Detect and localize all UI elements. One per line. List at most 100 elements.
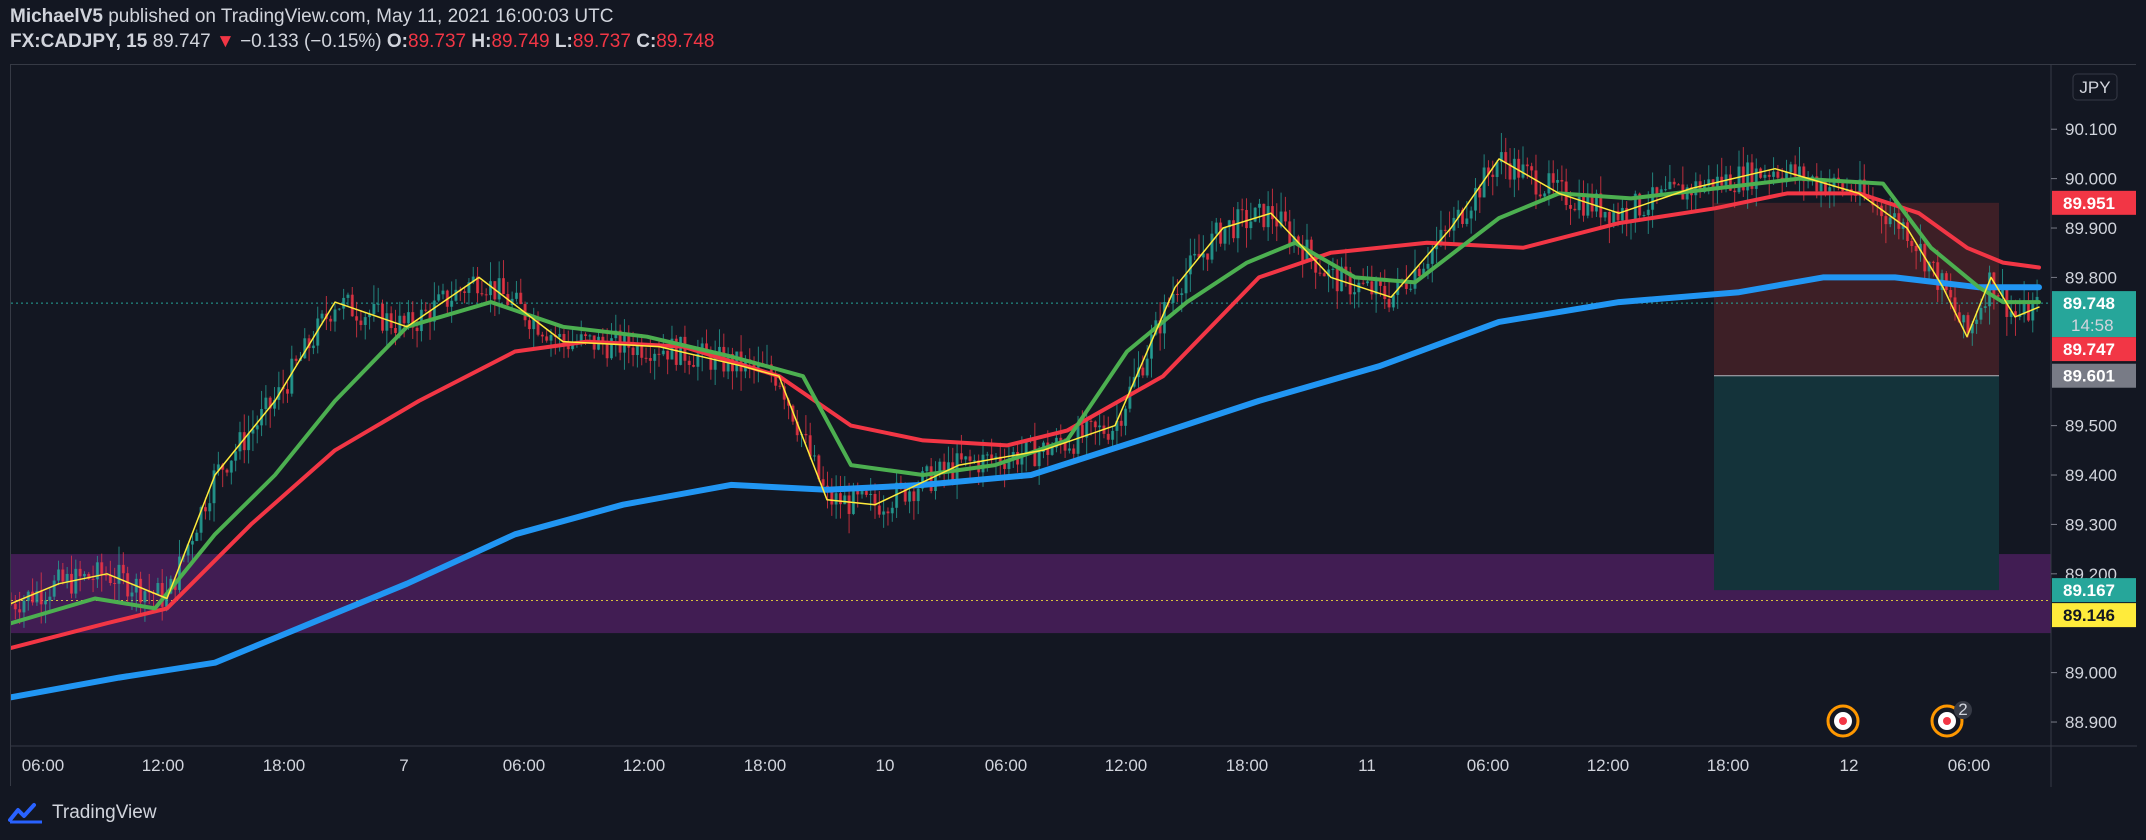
y-tick-label: 89.900 — [2065, 219, 2117, 238]
candle-body — [1594, 193, 1598, 212]
candle-body — [1525, 164, 1529, 167]
candle-body — [1141, 367, 1145, 376]
candle-body — [39, 590, 43, 605]
candle-body — [1374, 280, 1378, 295]
publisher-name[interactable]: MichaelV5 — [10, 6, 103, 27]
brand-name[interactable]: TradingView — [52, 802, 157, 823]
candle-body — [1370, 281, 1374, 295]
candle-body — [268, 397, 272, 409]
symbol-name[interactable]: FX:CADJPY, 15 — [10, 31, 148, 52]
candle-body — [91, 579, 95, 581]
price-chart[interactable]: 290.10090.00089.90089.80089.50089.40089.… — [11, 65, 2137, 787]
candle-body — [558, 333, 562, 337]
candle-body — [1573, 208, 1577, 211]
candle-body — [1819, 181, 1823, 192]
candle-body — [1905, 222, 1909, 241]
svg-text:JPY: JPY — [2079, 78, 2110, 97]
candle-body — [1249, 221, 1253, 229]
candle-body — [687, 360, 691, 365]
x-tick-label: 18:00 — [744, 756, 787, 775]
candle-body — [368, 314, 372, 318]
price-change: −0.133 (−0.15%) — [240, 31, 382, 52]
candle-body — [1499, 152, 1503, 163]
candle-body — [1223, 227, 1227, 244]
candle-body — [640, 342, 644, 358]
candle-body — [1737, 166, 1741, 193]
candle-body — [821, 479, 825, 486]
candle-body — [100, 562, 104, 576]
candle-body — [1586, 194, 1590, 216]
candle-body — [648, 358, 652, 361]
candle-body — [437, 294, 441, 301]
candle-body — [981, 454, 985, 473]
candle-body — [739, 351, 743, 372]
candle-body — [1677, 184, 1681, 186]
candle-body — [363, 317, 367, 325]
price-axis[interactable]: 90.100 90.000 89.900 89.800 89.500 89.400 89.3… — [2051, 120, 2117, 732]
candle-body — [925, 466, 929, 472]
x-tick-label: 06:00 — [1467, 756, 1510, 775]
candle-body — [1007, 459, 1011, 469]
candle-body — [18, 609, 22, 613]
candle-body — [1823, 181, 1827, 195]
candle-body — [471, 276, 475, 283]
candle-body — [1439, 229, 1443, 242]
candle-body — [1638, 193, 1642, 216]
candle-body — [1815, 176, 1819, 192]
candle-body — [285, 389, 289, 394]
candle-body — [1763, 174, 1767, 178]
candle-body — [696, 353, 700, 367]
candle-body — [1569, 205, 1573, 209]
candle-body — [1292, 236, 1296, 244]
candle-body — [635, 342, 639, 356]
candle-body — [57, 569, 61, 581]
candle-body — [1275, 219, 1279, 227]
chart-pane[interactable]: 2 90.100 90.000 89.900 89.800 89.500 89.400 89.… — [10, 64, 2137, 787]
candle-body — [527, 320, 531, 330]
candle-body — [1253, 207, 1257, 222]
y-tick-label: 90.000 — [2065, 170, 2117, 189]
low-label: L: — [554, 31, 573, 52]
candle-body — [886, 511, 890, 514]
candle-body — [1162, 302, 1166, 334]
candle-body — [467, 282, 471, 293]
candle-body — [1659, 189, 1663, 195]
candle-body — [1318, 272, 1322, 274]
candle-body — [1076, 424, 1080, 454]
candle-body — [1145, 358, 1149, 376]
price-tag-label: 89.748 — [2063, 294, 2115, 313]
candle-body — [1409, 288, 1413, 290]
time-axis[interactable]: 06:00 12:00 18:00 7 06:00 12:00 18:00 10 06:00 12… — [22, 756, 1991, 775]
candle-body — [532, 318, 536, 330]
candle-body — [540, 334, 544, 337]
price-tag: 89.951 — [2052, 190, 2136, 215]
candle-body — [1314, 257, 1318, 273]
candle-body — [1327, 269, 1331, 277]
x-tick-label: 06:00 — [985, 756, 1028, 775]
candle-body — [1206, 253, 1210, 260]
currency-label[interactable]: JPY — [2072, 73, 2118, 101]
candle-body — [1188, 255, 1192, 275]
candle-body — [1521, 164, 1525, 178]
candle-body — [454, 289, 458, 301]
candle-body — [242, 432, 246, 451]
candle-body — [536, 318, 540, 335]
event-flag-icon[interactable]: 2 — [1930, 700, 1972, 738]
candle-body — [1219, 222, 1223, 244]
x-tick-label: 06:00 — [22, 756, 65, 775]
candle-body — [1331, 268, 1335, 270]
candle-body — [393, 328, 397, 333]
tradingview-logo-icon[interactable] — [8, 802, 44, 824]
published-text: published on TradingView.com, May 11, 20… — [108, 6, 614, 27]
event-flag-icon[interactable] — [1826, 704, 1860, 738]
candle-body — [1858, 179, 1862, 196]
candle-body — [35, 590, 39, 603]
candle-body — [402, 315, 406, 324]
y-tick-label: 89.800 — [2065, 268, 2117, 287]
candle-body — [1085, 420, 1089, 438]
candle-body — [2022, 300, 2026, 315]
candle-body — [964, 456, 968, 460]
candle-body — [234, 451, 238, 461]
candle-body — [674, 338, 678, 365]
candle-body — [1707, 179, 1711, 186]
